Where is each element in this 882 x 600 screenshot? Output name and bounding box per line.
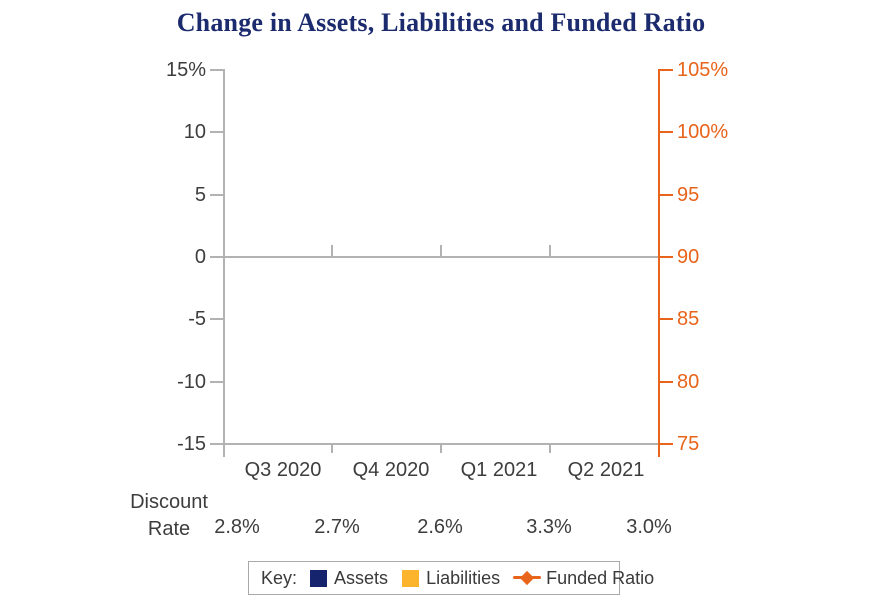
- discount-rate-value: 2.7%: [314, 516, 360, 538]
- bottom-axis-tick: [549, 445, 551, 453]
- x-axis-label-q3-2020: Q3 2020: [244, 459, 322, 481]
- bottom-axis-line: [224, 443, 658, 445]
- left-axis-label: -5: [188, 308, 206, 330]
- right-axis-tick: [659, 194, 673, 196]
- right-axis-tick: [659, 443, 673, 445]
- right-axis-tick: [659, 131, 673, 133]
- right-axis-tick: [659, 256, 673, 258]
- chart-title: Change in Assets, Liabilities and Funded…: [176, 8, 706, 37]
- discount-rate-value: 2.8%: [214, 516, 260, 538]
- left-axis-tick: [210, 318, 224, 320]
- left-axis-tick: [210, 194, 224, 196]
- zero-line-tick: [331, 245, 333, 256]
- right-axis-label: 95: [677, 184, 700, 206]
- right-axis-tick: [659, 381, 673, 383]
- legend-label-assets: Assets: [334, 567, 389, 588]
- left-axis-tick: [210, 131, 224, 133]
- funded-ratio-line-diamond-icon: [513, 570, 542, 586]
- right-axis-tick: [659, 318, 673, 320]
- discount-rate-value: 3.0%: [626, 516, 672, 538]
- legend-label-liabilities: Liabilities: [426, 567, 501, 588]
- liabilities-swatch-icon: [402, 569, 420, 587]
- right-axis-label: 80: [677, 371, 700, 393]
- discount-rate-value: 2.6%: [417, 516, 463, 538]
- left-axis-label: -10: [177, 371, 206, 393]
- discount-rate-label-line2: Rate: [147, 518, 191, 540]
- bottom-axis-tick: [331, 445, 333, 453]
- legend-box: Key: Assets Liabilities Funded Ratio: [248, 561, 654, 595]
- left-axis-label: 15%: [165, 59, 206, 81]
- right-axis-label: 100%: [677, 121, 729, 143]
- left-axis-label: 5: [194, 184, 206, 206]
- right-axis-line: [658, 69, 660, 457]
- right-axis-label: 75: [677, 433, 700, 455]
- right-axis-label: 90: [677, 246, 700, 268]
- legend-key-label: Key:: [261, 567, 298, 588]
- left-axis-tick: [210, 256, 224, 258]
- x-axis-label-q1-2021: Q1 2021: [460, 459, 538, 481]
- x-axis-label-q2-2021: Q2 2021: [567, 459, 645, 481]
- left-axis-label: 0: [194, 246, 206, 268]
- left-axis-tick: [210, 443, 224, 445]
- zero-line-tick: [440, 245, 442, 256]
- legend-label-funded-ratio: Funded Ratio: [546, 567, 655, 588]
- right-axis-label: 105%: [677, 59, 729, 81]
- left-axis-tick: [210, 381, 224, 383]
- zero-baseline: [225, 256, 658, 258]
- assets-swatch-icon: [310, 569, 328, 587]
- discount-rate-label: Discount Rate: [123, 489, 215, 543]
- left-axis-label: -15: [177, 433, 206, 455]
- zero-line-tick: [549, 245, 551, 256]
- right-axis-label: 85: [677, 308, 700, 330]
- left-axis-line: [223, 69, 225, 457]
- discount-rate-label-line1: Discount: [130, 491, 208, 513]
- left-axis-tick: [210, 69, 224, 71]
- x-axis-label-q4-2020: Q4 2020: [352, 459, 430, 481]
- right-axis-tick: [659, 69, 673, 71]
- left-axis-label: 10: [183, 121, 206, 143]
- discount-rate-value: 3.3%: [526, 516, 572, 538]
- bottom-axis-tick: [440, 445, 442, 453]
